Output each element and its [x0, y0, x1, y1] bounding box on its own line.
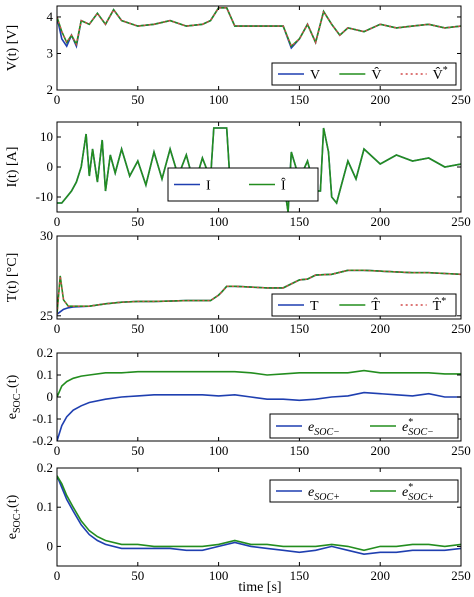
y-tick-label: 0.2: [37, 460, 53, 475]
series-line-2: [57, 269, 461, 315]
x-tick-label: 100: [209, 214, 229, 229]
legend-label: T̂*: [433, 296, 447, 314]
y-tick-label: 0.2: [37, 345, 53, 360]
legend-label: V̂*: [433, 65, 448, 83]
series-line-2: [57, 369, 461, 398]
x-tick-label: 150: [290, 321, 310, 336]
series-line-2: [57, 475, 461, 552]
legend-label: V: [310, 68, 320, 83]
x-tick-label: 150: [290, 214, 310, 229]
y-tick-label: 0: [47, 389, 54, 404]
y-tick-label: 0: [47, 538, 54, 553]
x-tick-label: 250: [451, 568, 471, 583]
legend-label: eSOC−: [308, 420, 340, 438]
y-tick-label: 2: [47, 82, 54, 97]
series-line-1: [57, 475, 461, 556]
x-tick-label: 0: [54, 568, 61, 583]
x-tick-label: 200: [370, 92, 390, 107]
y-axis-label: eSOC−(t): [5, 374, 23, 419]
chart-panel-3: 0 50 100 150 200 250 25 30 T(t) [°C] T T̂ T̂*: [5, 228, 471, 336]
x-tick-label: 50: [131, 321, 144, 336]
x-tick-label: 150: [290, 92, 310, 107]
plot-frame: [56, 235, 462, 320]
x-tick-label: 50: [131, 568, 144, 583]
x-tick-label: 50: [131, 92, 144, 107]
y-tick-label: 4: [47, 9, 54, 24]
x-tick-label: 250: [451, 321, 471, 336]
legend-label: V̂: [371, 66, 381, 83]
chart-panel-1: 0 50 100 150 200 250 2 3 4 V(t) [V] V V̂ V̂*: [5, 5, 471, 107]
x-tick-label: 100: [209, 92, 229, 107]
legend-label: e* SOC+: [402, 482, 434, 503]
y-axis-label: V(t) [V]: [5, 25, 20, 71]
legend-label: eSOC+: [308, 485, 340, 503]
x-tick-label: 0: [54, 92, 61, 107]
series-line-2: [57, 127, 461, 212]
x-tick-label: 0: [54, 443, 61, 458]
chart-panel-5: 0 50 100 150 200 250 0 0.1 0.2 eSOC+(t) eSOC+ e* SOC…: [5, 460, 471, 583]
y-tick-label: 25: [40, 308, 53, 323]
legend-label: I: [206, 179, 211, 194]
x-tick-label: 0: [54, 321, 61, 336]
plot-frame: [56, 5, 462, 91]
x-axis-label: time [s]: [238, 580, 281, 595]
x-tick-label: 250: [451, 214, 471, 229]
y-axis-label: eSOC+(t): [5, 494, 23, 539]
y-tick-label: 10: [40, 129, 53, 144]
series-line-3: [57, 7, 461, 48]
chart-panel-4: 0 50 100 150 200 250 -0.2 -0.1 0 0.1 0.2 eSOC−(t) eS…: [5, 345, 471, 458]
x-tick-label: 150: [290, 568, 310, 583]
y-tick-label: -10: [36, 189, 53, 204]
x-tick-label: 100: [209, 321, 229, 336]
x-tick-label: 50: [131, 214, 144, 229]
x-tick-label: 200: [370, 443, 390, 458]
legend-label: e* SOC−: [402, 417, 434, 438]
x-tick-label: 200: [370, 214, 390, 229]
x-tick-label: 0: [54, 214, 61, 229]
legend-box: [269, 413, 459, 439]
plot-frame: [56, 467, 462, 567]
x-tick-label: 50: [131, 443, 144, 458]
x-tick-label: 150: [290, 443, 310, 458]
y-tick-label: 0.1: [37, 499, 53, 514]
y-tick-label: -0.2: [32, 433, 53, 448]
x-tick-label: 100: [209, 443, 229, 458]
legend-label: T̂: [371, 297, 380, 314]
y-axis-label: I(t) [A]: [5, 147, 20, 188]
legend-box: [269, 479, 459, 503]
legend-label: Î: [281, 177, 286, 194]
x-tick-label: 250: [451, 443, 471, 458]
x-tick-label: 100: [209, 568, 229, 583]
series-line-1: [57, 391, 461, 441]
y-tick-label: -0.1: [32, 411, 53, 426]
x-tick-label: 200: [370, 321, 390, 336]
y-axis-label: T(t) [°C]: [5, 253, 20, 303]
y-tick-label: 3: [47, 45, 54, 60]
x-tick-label: 200: [370, 568, 390, 583]
y-tick-label: 0.1: [37, 367, 53, 382]
y-tick-label: 30: [40, 228, 53, 243]
y-tick-label: 0: [47, 159, 54, 174]
x-tick-label: 250: [451, 92, 471, 107]
legend-label: T: [310, 299, 319, 314]
